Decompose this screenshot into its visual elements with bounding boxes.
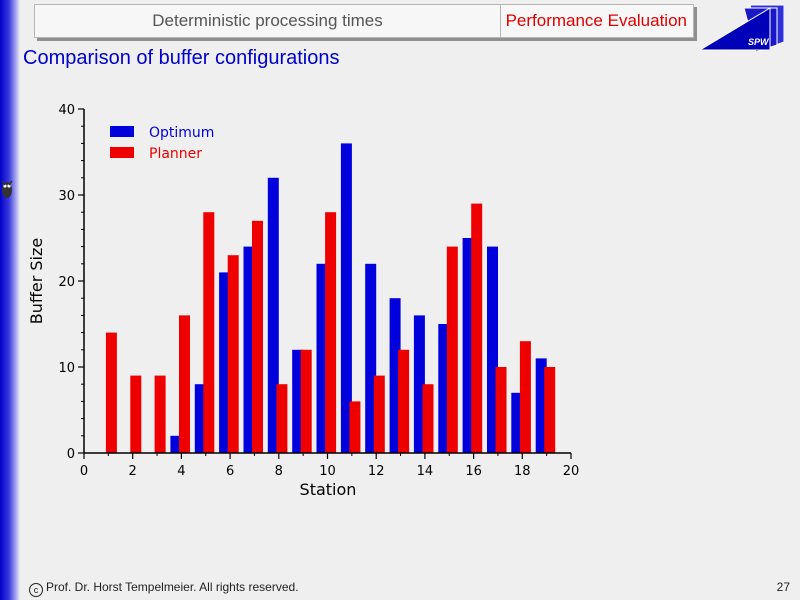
- legend-swatch-planner: [110, 147, 134, 158]
- bar-optimum-station-17: [487, 246, 498, 453]
- bar-optimum-station-8: [267, 177, 279, 454]
- bar-planner-station-13: [373, 375, 385, 453]
- bar-optimum-station-11: [340, 143, 352, 453]
- bar-planner-station-12: [349, 401, 361, 453]
- bar-planner-station-18: [495, 367, 507, 453]
- y-tick-label: 10: [58, 361, 75, 376]
- bar-planner-station-8: [252, 220, 263, 453]
- bar-optimum-station-10: [316, 263, 328, 453]
- bar-planner-station-14: [398, 349, 410, 453]
- x-tick-label: 2: [129, 464, 137, 479]
- bar-optimum-station-15: [438, 324, 450, 453]
- x-axis-label: Station: [300, 480, 357, 499]
- y-tick-label: 40: [58, 103, 75, 118]
- bar-planner-station-9: [276, 384, 288, 453]
- legend-label-planner: Planner: [149, 146, 202, 162]
- x-tick-label: 16: [465, 464, 482, 479]
- bar-optimum-station-6: [219, 272, 231, 453]
- footer-copyright: c Prof. Dr. Horst Tempelmeier. All rights…: [29, 580, 299, 597]
- bar-optimum-station-18: [511, 392, 523, 453]
- x-tick-label: 4: [177, 464, 185, 479]
- x-tick-label: 10: [319, 464, 336, 479]
- header-divider: [500, 5, 501, 37]
- legend-swatch-optimum: [110, 126, 134, 137]
- y-tick-label: 0: [67, 447, 75, 462]
- left-accent-bar: [0, 0, 20, 600]
- y-tick-label: 20: [58, 275, 75, 290]
- x-tick-label: 12: [368, 464, 385, 479]
- bar-planner-station-3: [130, 375, 142, 453]
- page-number: 27: [776, 580, 790, 594]
- spw-logo: SPW: [700, 4, 784, 53]
- bar-optimum-station-16: [462, 238, 474, 453]
- x-tick-label: 14: [417, 464, 434, 479]
- bar-planner-station-16: [446, 246, 458, 453]
- bar-optimum-station-5: [194, 384, 206, 453]
- bar-optimum-station-12: [365, 263, 377, 453]
- header-bar: Deterministic processing times Performan…: [34, 4, 694, 38]
- bar-planner-station-7: [227, 255, 239, 453]
- x-tick-label: 6: [226, 464, 234, 479]
- bar-planner-station-5: [179, 315, 190, 453]
- y-axis-label: Buffer Size: [27, 238, 46, 325]
- x-tick-label: 8: [275, 464, 283, 479]
- bar-planner-station-15: [422, 384, 434, 453]
- bar-planner-station-6: [203, 212, 215, 453]
- copyright-text: Prof. Dr. Horst Tempelmeier. All rights …: [46, 580, 299, 594]
- bar-optimum-station-14: [413, 315, 425, 453]
- bar-planner-station-19: [519, 341, 531, 453]
- y-tick-label: 30: [58, 189, 75, 204]
- mascot-icon: [1, 180, 13, 198]
- bar-optimum-station-4: [170, 435, 182, 453]
- header-course-title: Performance Evaluation: [505, 11, 687, 30]
- bar-planner-station-17: [471, 203, 483, 453]
- bar-optimum-station-13: [389, 298, 401, 453]
- slide-title: Comparison of buffer configurations: [23, 47, 340, 69]
- logo-text: SPW: [748, 37, 770, 47]
- bar-optimum-station-19: [535, 358, 547, 453]
- bar-planner-station-11: [325, 212, 337, 453]
- bar-planner-station-10: [300, 349, 312, 453]
- bar-planner-station-2: [105, 332, 117, 453]
- bar-planner-station-4: [154, 375, 166, 453]
- bar-optimum-station-7: [243, 246, 255, 453]
- bar-planner-station-20: [544, 367, 556, 453]
- header-section-title: Deterministic processing times: [152, 11, 383, 30]
- x-tick-label: 20: [563, 464, 580, 479]
- legend-label-optimum: Optimum: [149, 125, 214, 141]
- x-tick-label: 0: [80, 464, 88, 479]
- bar-optimum-station-9: [292, 349, 304, 453]
- x-tick-label: 18: [514, 464, 531, 479]
- copyright-icon: c: [29, 583, 43, 597]
